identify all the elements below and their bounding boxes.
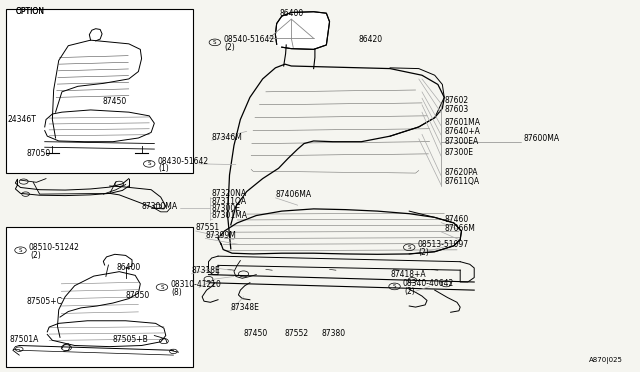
Text: A870|025: A870|025	[589, 357, 623, 364]
Text: 87551: 87551	[196, 223, 220, 232]
Text: 87301MA: 87301MA	[212, 211, 248, 220]
Text: OPTION: OPTION	[15, 7, 44, 16]
Text: 86400: 86400	[116, 263, 140, 272]
Text: 87380: 87380	[321, 329, 346, 338]
Text: (2): (2)	[404, 287, 415, 296]
Text: 24346T: 24346T	[8, 115, 36, 124]
Text: 87300E: 87300E	[444, 148, 473, 157]
Text: (8): (8)	[172, 288, 182, 297]
Text: 87320NA: 87320NA	[212, 189, 247, 198]
Text: 87505+C: 87505+C	[27, 296, 63, 306]
Text: S: S	[408, 245, 411, 250]
Text: 87552: 87552	[285, 329, 309, 338]
Bar	[6, 9, 193, 173]
Text: 87399M: 87399M	[205, 231, 236, 240]
Text: 08513-51097: 08513-51097	[417, 240, 468, 249]
Text: (2): (2)	[30, 251, 41, 260]
Text: 87318E: 87318E	[191, 266, 220, 275]
Text: (2): (2)	[419, 248, 429, 257]
Text: 87348E: 87348E	[231, 303, 260, 312]
Text: 87600MA: 87600MA	[524, 134, 560, 143]
Text: 08540-51642: 08540-51642	[223, 35, 275, 44]
Text: 08510-51242: 08510-51242	[29, 243, 79, 252]
Text: (2): (2)	[225, 43, 235, 52]
Text: 87300E: 87300E	[212, 204, 241, 213]
Text: 87406MA: 87406MA	[275, 190, 312, 199]
Text: 87418+A: 87418+A	[390, 270, 426, 279]
Bar	[6, 227, 193, 367]
Text: 87611QA: 87611QA	[444, 177, 479, 186]
Text: 87501A: 87501A	[9, 335, 38, 344]
Text: 08430-51642: 08430-51642	[157, 157, 209, 166]
Text: 87311QA: 87311QA	[212, 196, 247, 206]
Text: 87505+B: 87505+B	[113, 335, 148, 344]
Text: S: S	[213, 40, 216, 45]
Text: 87450: 87450	[244, 329, 268, 338]
Text: 87346M: 87346M	[212, 133, 243, 142]
Text: S: S	[160, 285, 164, 290]
Text: 87601MA: 87601MA	[444, 118, 480, 127]
Text: (1): (1)	[159, 164, 170, 173]
Text: 87050: 87050	[125, 291, 150, 300]
Text: S: S	[19, 248, 22, 253]
Text: 87460: 87460	[444, 215, 468, 224]
Text: 87066M: 87066M	[444, 224, 475, 233]
Text: 87602: 87602	[444, 96, 468, 105]
Text: 87300EA: 87300EA	[444, 137, 479, 146]
Text: 87640+A: 87640+A	[444, 127, 480, 136]
Text: 87620PA: 87620PA	[444, 168, 477, 177]
Text: 87450: 87450	[102, 96, 126, 106]
Text: 87603: 87603	[444, 105, 468, 114]
Text: S: S	[147, 161, 151, 166]
Text: 08340-40642: 08340-40642	[403, 279, 454, 288]
Text: OPTION: OPTION	[15, 7, 44, 16]
Polygon shape	[275, 12, 330, 49]
Text: 86420: 86420	[358, 35, 382, 44]
Text: 86400: 86400	[279, 9, 303, 18]
Text: 87050: 87050	[27, 149, 51, 158]
Text: 87300MA: 87300MA	[141, 202, 178, 211]
Text: 08310-41210: 08310-41210	[170, 280, 221, 289]
Text: S: S	[393, 284, 396, 289]
